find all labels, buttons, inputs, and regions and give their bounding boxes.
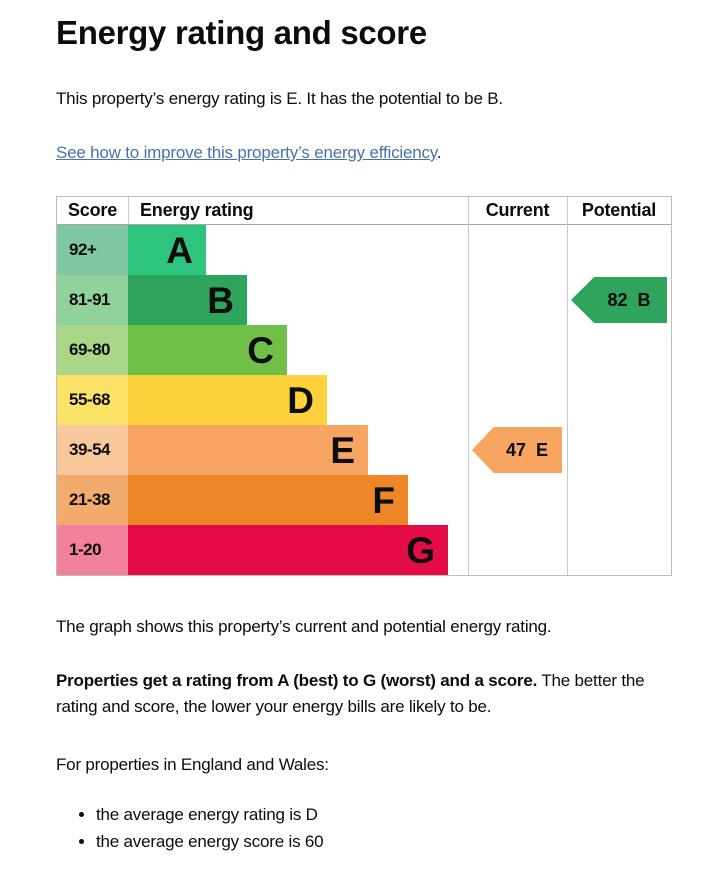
epc-table-body: 92+ A 81-91 B 69-80 C 55-68 D 39-54 E 21-38 F 1-20 G 4… [57, 225, 671, 575]
rating-bar-f: F [128, 475, 408, 525]
list-item-average-score: the average energy score is 60 [96, 829, 671, 855]
potential-rating-marker-grade: B [637, 289, 651, 310]
band-row-d: 55-68 D [57, 375, 671, 425]
band-row-c: 69-80 C [57, 325, 671, 375]
band-row-f: 21-38 F [57, 475, 671, 525]
column-divider-potential [567, 197, 568, 575]
rating-bar-g: G [128, 525, 448, 575]
column-header-score: Score [67, 200, 118, 220]
current-rating-marker: 47 E [472, 427, 562, 473]
score-range-c: 69-80 [57, 325, 128, 375]
rating-bar-d: D [128, 375, 327, 425]
intro-text: This property’s energy rating is E. It h… [56, 89, 503, 108]
score-range-d: 55-68 [57, 375, 128, 425]
score-range-f: 21-38 [57, 475, 128, 525]
score-range-a: 92+ [57, 225, 128, 275]
rating-explanation-bold: Properties get a rating from A (best) to… [56, 671, 538, 690]
current-rating-marker-grade: E [536, 439, 549, 460]
chart-header-row: Score Energy rating Current Potential [57, 197, 671, 225]
score-range-g: 1-20 [57, 525, 128, 575]
band-row-b: 81-91 B [57, 275, 671, 325]
rating-bar-c: C [128, 325, 287, 375]
rating-bar-a: A [128, 225, 206, 275]
page-title: Energy rating and score [56, 14, 427, 51]
rating-explanation-rest: The better the rating and score, the low… [56, 671, 645, 716]
list-item-average-rating: the average energy rating is D [96, 802, 671, 828]
column-divider-score [128, 197, 129, 224]
column-header-energy-rating: Energy rating [140, 200, 254, 220]
score-range-b: 81-91 [57, 275, 128, 325]
graph-caption: The graph shows this property’s current … [56, 617, 552, 636]
rating-explanation: Properties get a rating from A (best) to… [56, 668, 671, 720]
column-header-potential: Potential [581, 200, 657, 220]
column-header-current: Current [485, 200, 550, 220]
average-stats-list: the average energy rating is D the avera… [56, 802, 671, 855]
energy-rating-chart: Score Energy rating Current Potential 92… [56, 196, 672, 576]
band-row-e: 39-54 E [57, 425, 671, 475]
current-rating-marker-score: 47 [505, 439, 526, 460]
potential-rating-marker-score: 82 [607, 289, 628, 310]
region-intro: For properties in England and Wales: [56, 755, 329, 774]
rating-bar-b: B [128, 275, 247, 325]
band-row-g: 1-20 G [57, 525, 671, 575]
rating-bar-e: E [128, 425, 368, 475]
score-range-e: 39-54 [57, 425, 128, 475]
improve-efficiency-link[interactable]: See how to improve this property’s energ… [56, 143, 437, 162]
column-divider-current [468, 197, 469, 575]
band-row-a: 92+ A [57, 225, 671, 275]
improve-link-line: See how to improve this property’s energ… [56, 140, 671, 166]
potential-rating-marker: 82 B [571, 277, 667, 323]
link-suffix: . [436, 143, 442, 162]
